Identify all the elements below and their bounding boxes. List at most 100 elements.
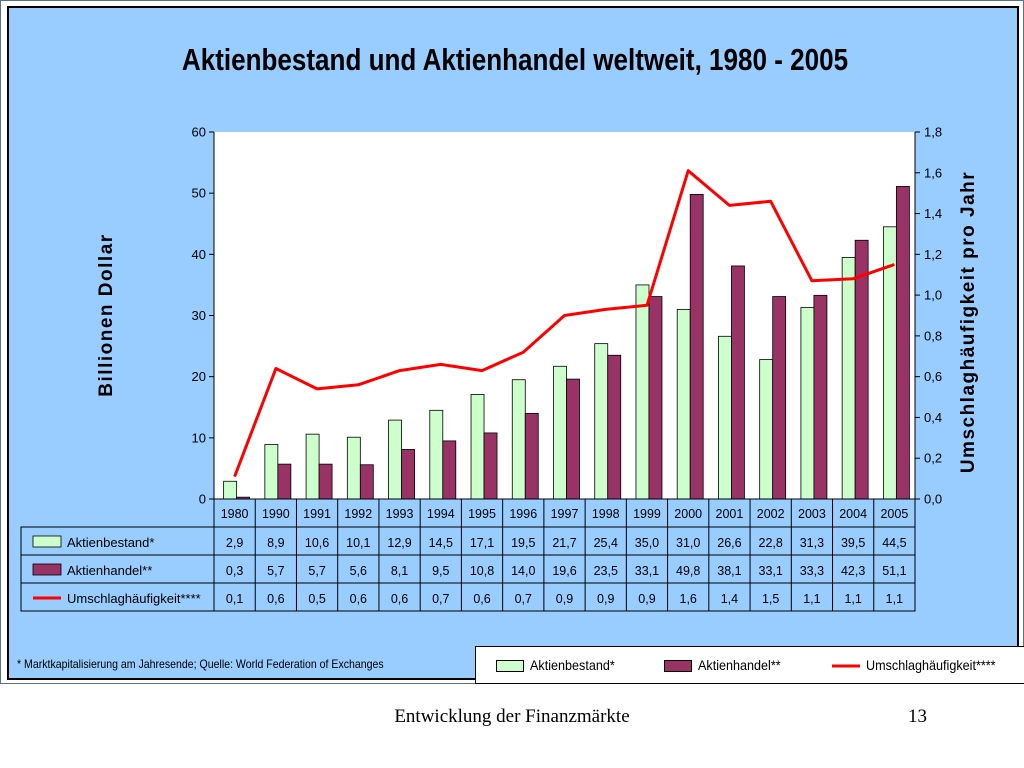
data-label-aktienhandel: 14,0 bbox=[511, 564, 535, 578]
data-label-aktienbestand: 25,4 bbox=[594, 536, 618, 550]
bar-aktienbestand-2002 bbox=[759, 359, 774, 500]
legend-swatch-aktienbestand bbox=[496, 660, 524, 672]
bar-aktienbestand-1993 bbox=[388, 419, 402, 500]
right-tick-label: 1,2 bbox=[924, 247, 942, 262]
bar-aktienhandel-1992 bbox=[359, 464, 374, 500]
data-label-umschlag: 0,9 bbox=[556, 592, 573, 606]
left-tick-label: 20 bbox=[192, 369, 206, 384]
category-label: 2003 bbox=[798, 507, 826, 521]
bar-aktienbestand-1999 bbox=[635, 284, 650, 500]
data-label-umschlag: 0,6 bbox=[391, 592, 408, 606]
bar-aktienbestand-2003 bbox=[800, 307, 815, 500]
bar-aktienhandel-1994 bbox=[442, 440, 457, 500]
bar-aktienbestand-1994 bbox=[429, 409, 444, 500]
data-label-aktienbestand: 31,3 bbox=[800, 536, 824, 550]
data-label-aktienbestand: 31,0 bbox=[676, 536, 700, 550]
chart-panel: Aktienbestand und Aktienhandel weltweit,… bbox=[7, 6, 1024, 684]
data-label-umschlag: 1,1 bbox=[886, 592, 903, 606]
chart-title: Aktienbestand und Aktienhandel weltweit,… bbox=[181, 42, 849, 77]
category-label: 1997 bbox=[551, 507, 579, 521]
category-label: 1993 bbox=[386, 507, 414, 521]
category-label: 1992 bbox=[344, 507, 372, 521]
bar-aktienhandel-1998 bbox=[607, 354, 622, 500]
left-tick-label: 60 bbox=[192, 125, 206, 140]
bar-aktienhandel-2004 bbox=[854, 239, 869, 500]
legend: Aktienbestand* Aktienhandel** Umschlaghä… bbox=[475, 646, 1024, 684]
category-label: 2000 bbox=[674, 507, 702, 521]
left-tick-label: 40 bbox=[192, 247, 206, 262]
data-label-aktienhandel: 9,5 bbox=[432, 564, 449, 578]
bar-aktienbestand-1998 bbox=[594, 343, 609, 500]
category-label: 1990 bbox=[262, 507, 290, 521]
data-label-aktienbestand: 12,9 bbox=[387, 536, 411, 550]
data-label-aktienbestand: 8,9 bbox=[267, 536, 284, 550]
data-label-aktienbestand: 2,9 bbox=[226, 536, 243, 550]
legend-swatch-aktienhandel bbox=[664, 660, 692, 672]
data-label-aktienbestand: 17,1 bbox=[470, 536, 494, 550]
bar-aktienhandel-1995 bbox=[483, 432, 498, 500]
data-label-aktienhandel: 33,1 bbox=[759, 564, 783, 578]
data-label-aktienhandel: 8,1 bbox=[391, 564, 408, 578]
data-label-aktienbestand: 26,6 bbox=[717, 536, 741, 550]
right-tick-label: 1,4 bbox=[924, 206, 942, 221]
data-label-aktienhandel: 5,7 bbox=[267, 564, 284, 578]
data-label-aktienbestand: 39,5 bbox=[841, 536, 865, 550]
data-label-umschlag: 1,1 bbox=[844, 592, 861, 606]
right-tick-label: 0,6 bbox=[924, 369, 942, 384]
bar-aktienhandel-2005 bbox=[895, 186, 910, 500]
data-label-aktienbestand: 21,7 bbox=[552, 536, 576, 550]
table-row-label-aktienhandel: Aktienhandel** bbox=[67, 563, 152, 578]
bar-aktienhandel-1990 bbox=[277, 463, 292, 500]
table-row-label-umschlag: Umschlaghäufigkeit**** bbox=[67, 591, 201, 606]
bar-aktienhandel-1993 bbox=[401, 449, 415, 500]
data-label-umschlag: 1,6 bbox=[680, 592, 697, 606]
data-label-aktienbestand: 44,5 bbox=[882, 536, 906, 550]
slide-frame: Aktienbestand und Aktienhandel weltweit,… bbox=[0, 0, 1024, 684]
data-label-umschlag: 0,9 bbox=[597, 592, 614, 606]
category-label: 2005 bbox=[880, 507, 908, 521]
category-label: 2002 bbox=[757, 507, 785, 521]
left-tick-label: 50 bbox=[192, 186, 206, 201]
data-label-aktienhandel: 0,3 bbox=[226, 564, 243, 578]
data-label-aktienhandel: 5,6 bbox=[350, 564, 367, 578]
data-label-aktienhandel: 49,8 bbox=[676, 564, 700, 578]
page-number: 13 bbox=[908, 706, 927, 727]
bar-aktienbestand-1991 bbox=[305, 433, 320, 500]
data-label-umschlag: 0,5 bbox=[308, 592, 325, 606]
table-key-aktienbestand bbox=[32, 535, 62, 548]
bar-aktienbestand-1990 bbox=[264, 444, 279, 500]
category-label: 1994 bbox=[427, 507, 455, 521]
bar-aktienbestand-2000 bbox=[676, 308, 691, 500]
right-tick-label: 0,4 bbox=[924, 410, 942, 425]
bar-aktienbestand-1997 bbox=[553, 365, 567, 500]
category-label: 1999 bbox=[633, 507, 661, 521]
data-label-umschlag: 1,1 bbox=[803, 592, 820, 606]
right-tick-label: 1,8 bbox=[924, 125, 942, 140]
bar-aktienhandel-2001 bbox=[731, 265, 745, 500]
category-label: 1995 bbox=[468, 507, 496, 521]
right-tick-label: 0,0 bbox=[924, 492, 942, 507]
right-tick-label: 1,0 bbox=[924, 288, 942, 303]
y-axis-title: Billionen Dollar bbox=[96, 233, 117, 396]
category-label: 1991 bbox=[303, 507, 331, 521]
data-label-umschlag: 0,7 bbox=[515, 592, 532, 606]
category-label: 1980 bbox=[221, 507, 249, 521]
slide-footer: Entwicklung der Finanzmärkte 13 bbox=[0, 706, 1024, 736]
category-label: 1996 bbox=[509, 507, 537, 521]
legend-label-aktienbestand: Aktienbestand* bbox=[530, 657, 615, 673]
chart-canvas: 0 10 20 30 40 50 60 0,0 0,2 0,4 0,6 0,8 1,0 1,2 1,4 1,6… bbox=[20, 125, 979, 612]
bar-aktienhandel-2002 bbox=[772, 296, 787, 500]
data-label-aktienbestand: 14,5 bbox=[429, 536, 453, 550]
data-label-aktienbestand: 19,5 bbox=[511, 536, 535, 550]
line-umschlaghaeufigkeit bbox=[233, 169, 895, 478]
data-label-aktienhandel: 10,8 bbox=[470, 564, 494, 578]
bar-aktienbestand-1992 bbox=[346, 436, 361, 500]
data-label-umschlag: 0,1 bbox=[226, 592, 243, 606]
bar-aktienhandel-1999 bbox=[648, 296, 663, 500]
category-label: 2001 bbox=[716, 507, 744, 521]
left-tick-label: 30 bbox=[192, 308, 206, 323]
left-tick-label: 0 bbox=[199, 492, 206, 507]
data-label-aktienhandel: 51,1 bbox=[882, 564, 906, 578]
footer-title: Entwicklung der Finanzmärkte bbox=[394, 706, 630, 727]
bar-aktienhandel-1991 bbox=[318, 463, 333, 500]
